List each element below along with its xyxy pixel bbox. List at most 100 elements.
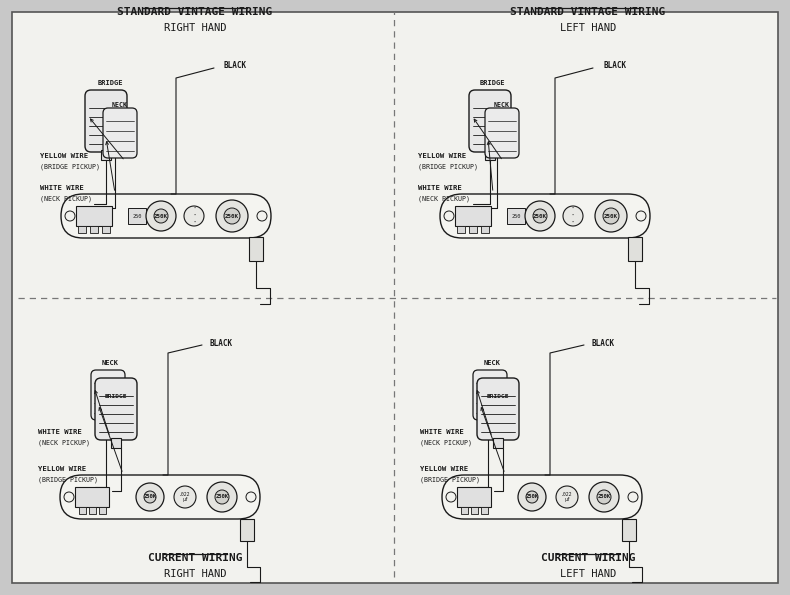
FancyBboxPatch shape bbox=[95, 378, 137, 440]
Bar bbox=[249, 237, 263, 261]
Bar bbox=[485, 150, 495, 160]
FancyBboxPatch shape bbox=[477, 378, 519, 440]
Text: (BRIDGE PICKUP): (BRIDGE PICKUP) bbox=[418, 164, 478, 170]
Circle shape bbox=[136, 483, 164, 511]
Text: 250K: 250K bbox=[144, 494, 156, 499]
Text: WHITE WIRE: WHITE WIRE bbox=[420, 429, 464, 435]
Circle shape bbox=[597, 490, 611, 504]
Text: .022
µf: .022 µf bbox=[179, 491, 190, 502]
Text: RIGHT HAND: RIGHT HAND bbox=[164, 23, 226, 33]
Text: (NECK PICKUP): (NECK PICKUP) bbox=[418, 196, 470, 202]
Circle shape bbox=[563, 206, 583, 226]
Circle shape bbox=[444, 211, 454, 221]
Circle shape bbox=[446, 492, 456, 502]
Circle shape bbox=[144, 491, 156, 503]
Circle shape bbox=[65, 211, 75, 221]
Text: NECK: NECK bbox=[101, 360, 118, 366]
Circle shape bbox=[154, 209, 168, 223]
Circle shape bbox=[595, 200, 627, 232]
Text: (BRIDGE PICKUP): (BRIDGE PICKUP) bbox=[40, 164, 100, 170]
Circle shape bbox=[589, 482, 619, 512]
Circle shape bbox=[224, 208, 240, 224]
Bar bbox=[101, 150, 111, 160]
Circle shape bbox=[207, 482, 237, 512]
Text: BRIDGE: BRIDGE bbox=[97, 80, 122, 86]
Text: (BRIDGE PICKUP): (BRIDGE PICKUP) bbox=[38, 477, 98, 483]
Circle shape bbox=[146, 201, 176, 231]
Bar bbox=[99, 507, 106, 514]
Text: LEFT HAND: LEFT HAND bbox=[560, 569, 616, 579]
Text: BLACK: BLACK bbox=[224, 61, 247, 70]
Text: STANDARD VINTAGE WIRING: STANDARD VINTAGE WIRING bbox=[118, 7, 273, 17]
FancyBboxPatch shape bbox=[91, 370, 125, 420]
FancyBboxPatch shape bbox=[85, 90, 127, 152]
Text: 250: 250 bbox=[511, 214, 521, 218]
Text: YELLOW WIRE: YELLOW WIRE bbox=[38, 466, 86, 472]
Text: BLACK: BLACK bbox=[603, 61, 626, 70]
Circle shape bbox=[518, 483, 546, 511]
Circle shape bbox=[257, 211, 267, 221]
Bar bbox=[622, 519, 636, 541]
Circle shape bbox=[533, 209, 547, 223]
Bar bbox=[481, 507, 488, 514]
Text: WHITE WIRE: WHITE WIRE bbox=[418, 185, 461, 191]
Text: 250K: 250K bbox=[525, 494, 539, 499]
Text: LEFT HAND: LEFT HAND bbox=[560, 23, 616, 33]
FancyBboxPatch shape bbox=[473, 370, 507, 420]
Text: 250K: 250K bbox=[154, 214, 168, 218]
Bar bbox=[493, 438, 503, 448]
Text: (NECK PICKUP): (NECK PICKUP) bbox=[40, 196, 92, 202]
Text: (BRIDGE PICKUP): (BRIDGE PICKUP) bbox=[420, 477, 480, 483]
Text: CURRENT WIRING: CURRENT WIRING bbox=[148, 553, 243, 563]
FancyBboxPatch shape bbox=[61, 194, 271, 238]
Text: BLACK: BLACK bbox=[210, 339, 233, 347]
Text: ·
·
·: · · · bbox=[192, 206, 196, 226]
Text: YELLOW WIRE: YELLOW WIRE bbox=[420, 466, 468, 472]
Bar bbox=[128, 208, 146, 224]
Text: CURRENT WIRING: CURRENT WIRING bbox=[540, 553, 635, 563]
Text: 250K: 250K bbox=[225, 214, 239, 218]
Text: NECK: NECK bbox=[112, 102, 128, 108]
Bar bbox=[469, 226, 477, 233]
Text: .022
µf: .022 µf bbox=[561, 491, 573, 502]
Text: 250K: 250K bbox=[604, 214, 618, 218]
Text: ·
·
·: · · · bbox=[571, 206, 575, 226]
Circle shape bbox=[216, 200, 248, 232]
Text: RIGHT HAND: RIGHT HAND bbox=[164, 569, 226, 579]
Bar bbox=[79, 507, 86, 514]
FancyBboxPatch shape bbox=[60, 475, 260, 519]
Text: 250K: 250K bbox=[533, 214, 547, 218]
Text: YELLOW WIRE: YELLOW WIRE bbox=[40, 153, 88, 159]
Bar bbox=[457, 226, 465, 233]
Circle shape bbox=[636, 211, 646, 221]
FancyBboxPatch shape bbox=[442, 475, 642, 519]
Bar bbox=[628, 237, 642, 261]
Text: (NECK PICKUP): (NECK PICKUP) bbox=[38, 440, 90, 446]
Text: BLACK: BLACK bbox=[592, 339, 615, 347]
Bar bbox=[78, 226, 86, 233]
Text: 250: 250 bbox=[132, 214, 141, 218]
Circle shape bbox=[184, 206, 204, 226]
Text: BRIDGE: BRIDGE bbox=[480, 80, 505, 86]
Bar bbox=[455, 206, 491, 226]
Bar bbox=[111, 438, 121, 448]
Circle shape bbox=[525, 201, 555, 231]
Text: NECK: NECK bbox=[494, 102, 510, 108]
Text: 250K: 250K bbox=[597, 494, 611, 499]
Circle shape bbox=[556, 486, 578, 508]
Bar bbox=[457, 487, 491, 507]
FancyBboxPatch shape bbox=[469, 90, 511, 152]
Bar bbox=[89, 507, 96, 514]
Circle shape bbox=[603, 208, 619, 224]
Circle shape bbox=[246, 492, 256, 502]
Text: BRIDGE: BRIDGE bbox=[105, 394, 127, 399]
Bar bbox=[461, 507, 468, 514]
Text: WHITE WIRE: WHITE WIRE bbox=[40, 185, 84, 191]
Text: 250K: 250K bbox=[216, 494, 228, 499]
Text: YELLOW WIRE: YELLOW WIRE bbox=[418, 153, 466, 159]
Text: STANDARD VINTAGE WIRING: STANDARD VINTAGE WIRING bbox=[510, 7, 666, 17]
Circle shape bbox=[526, 491, 538, 503]
Circle shape bbox=[628, 492, 638, 502]
Text: NECK: NECK bbox=[483, 360, 501, 366]
Circle shape bbox=[64, 492, 74, 502]
